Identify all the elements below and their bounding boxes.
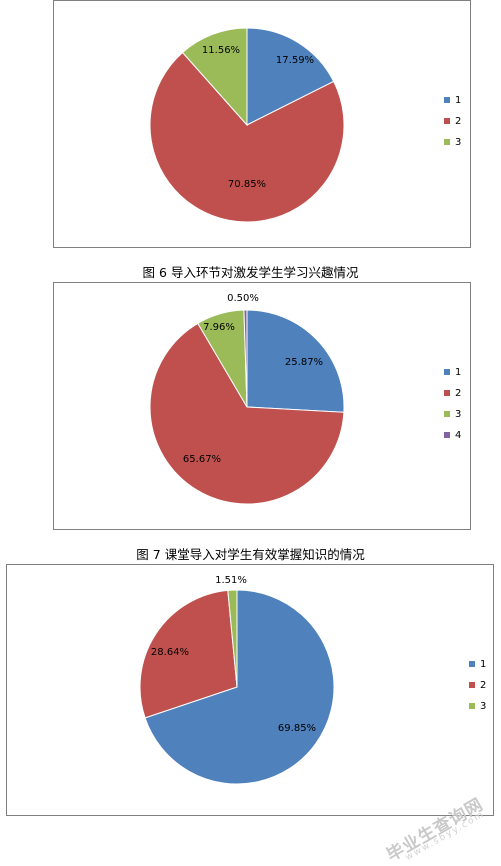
pie-2-slice-1: [246, 309, 345, 413]
pie-3-slice-3: [227, 589, 238, 688]
pie-chart-1-svg: 17.59% 70.85% 11.56% 1 2 3: [149, 27, 461, 223]
pie-2-legend-label-4: 4: [455, 430, 461, 441]
pie-2-legend-label-3: 3: [455, 409, 461, 420]
pie-1-legend-label-1: 1: [455, 95, 461, 106]
pie-3-slice-1: [144, 589, 335, 785]
pie-3-legend-swatch-1: [469, 661, 475, 667]
figure-6-caption: 图 6 导入环节对激发学生学习兴趣情况: [142, 265, 359, 280]
pie-chart-2: 25.87% 65.67% 7.96% 0.50% 1 2 3 4: [53, 282, 471, 530]
pie-2-label-1: 25.87%: [285, 357, 323, 368]
pie-1-legend-label-3: 3: [455, 137, 461, 148]
pie-chart-3-svg: 69.85% 28.64% 1.51% 1 2 3: [139, 575, 486, 785]
pie-1-legend-swatch-3: [444, 139, 450, 145]
pie-3-label-2: 28.64%: [151, 647, 189, 658]
pie-2-legend-swatch-1: [444, 369, 450, 375]
pie-2-legend-swatch-4: [444, 432, 450, 438]
pie-2-label-4: 0.50%: [227, 293, 259, 304]
pie-chart-2-svg: 25.87% 65.67% 7.96% 0.50% 1 2 3 4: [149, 293, 461, 505]
pie-2-legend-label-1: 1: [455, 367, 461, 378]
pie-2-label-3: 7.96%: [203, 322, 235, 333]
pie-2-slice-2: [149, 322, 345, 505]
pie-3-label-1: 69.85%: [278, 723, 316, 734]
pie-3-legend-swatch-2: [469, 682, 475, 688]
pie-1-label-2: 70.85%: [228, 179, 266, 190]
pie-2-legend-label-2: 2: [455, 388, 461, 399]
figure-7-caption: 图 7 课堂导入对学生有效掌握知识的情况: [136, 547, 365, 562]
pie-1-slice-2: [149, 51, 345, 223]
pie-3-legend-label-3: 3: [480, 701, 486, 712]
pie-2-legend-swatch-3: [444, 411, 450, 417]
pie-2-slice-4: [243, 309, 248, 408]
pie-3-slice-2: [139, 589, 238, 719]
pie-3-legend-label-2: 2: [480, 680, 486, 691]
pie-chart-3: 69.85% 28.64% 1.51% 1 2 3: [6, 564, 494, 816]
pie-3-legend-swatch-3: [469, 703, 475, 709]
pie-2-label-2: 65.67%: [183, 454, 221, 465]
pie-1-slice-1: [246, 27, 335, 126]
pie-2-legend-swatch-2: [444, 390, 450, 396]
pie-3-legend-label-1: 1: [480, 659, 486, 670]
pie-1-legend-label-2: 2: [455, 116, 461, 127]
pie-1-slice-3: [181, 27, 248, 127]
pie-1-label-1: 17.59%: [276, 55, 314, 66]
pie-1-label-3: 11.56%: [202, 45, 240, 56]
pie-chart-1: 17.59% 70.85% 11.56% 1 2 3: [53, 0, 471, 248]
pie-3-label-3: 1.51%: [215, 575, 247, 586]
pie-1-legend-swatch-2: [444, 118, 450, 124]
pie-1-legend-swatch-1: [444, 97, 450, 103]
